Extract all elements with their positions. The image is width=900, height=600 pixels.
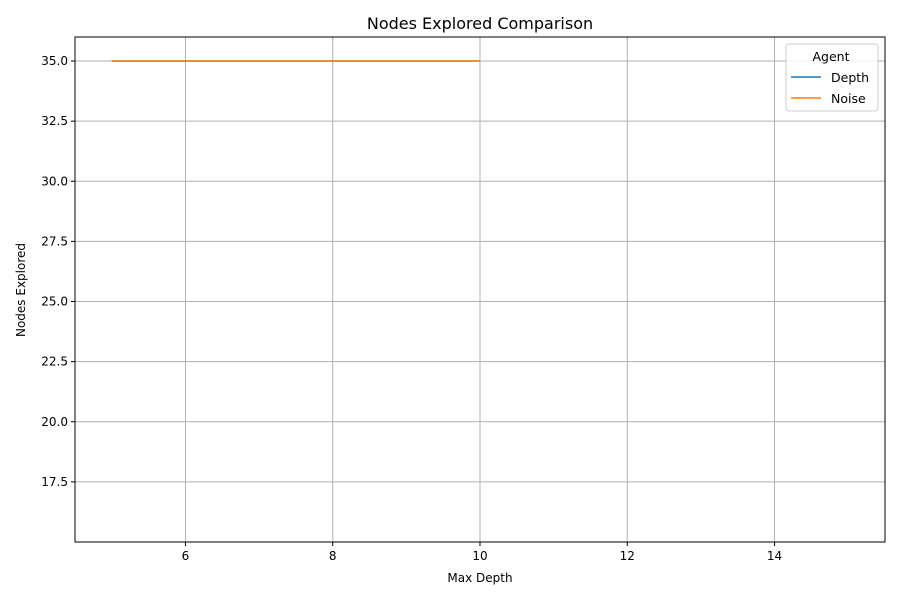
y-tick-label: 35.0 [41, 54, 68, 68]
legend-items: Depth Noise [791, 70, 869, 106]
y-axis-label: Nodes Explored [14, 243, 28, 337]
x-tick-label: 6 [182, 549, 190, 563]
chart-title: Nodes Explored Comparison [367, 14, 593, 33]
y-tick-label: 22.5 [41, 355, 68, 369]
legend-title: Agent [813, 49, 850, 64]
y-tick-label: 32.5 [41, 114, 68, 128]
y-axis-ticks: 17.5 20.0 22.5 25.0 27.5 30.0 32.5 35.0 [41, 54, 75, 489]
y-tick-label: 17.5 [41, 475, 68, 489]
x-tick-label: 10 [472, 549, 487, 563]
legend-label-depth: Depth [831, 70, 869, 85]
x-tick-label: 14 [767, 549, 782, 563]
y-tick-label: 30.0 [41, 174, 68, 188]
y-tick-label: 20.0 [41, 415, 68, 429]
x-tick-label: 8 [329, 549, 337, 563]
legend-box [785, 43, 879, 112]
x-tick-label: 12 [620, 549, 635, 563]
x-axis-label: Max Depth [447, 571, 512, 585]
legend: Agent Depth Noise [785, 43, 879, 112]
legend-label-noise: Noise [831, 91, 866, 106]
x-axis-ticks: 6 8 10 12 14 [182, 542, 782, 563]
y-tick-label: 27.5 [41, 234, 68, 248]
y-tick-label: 25.0 [41, 295, 68, 309]
